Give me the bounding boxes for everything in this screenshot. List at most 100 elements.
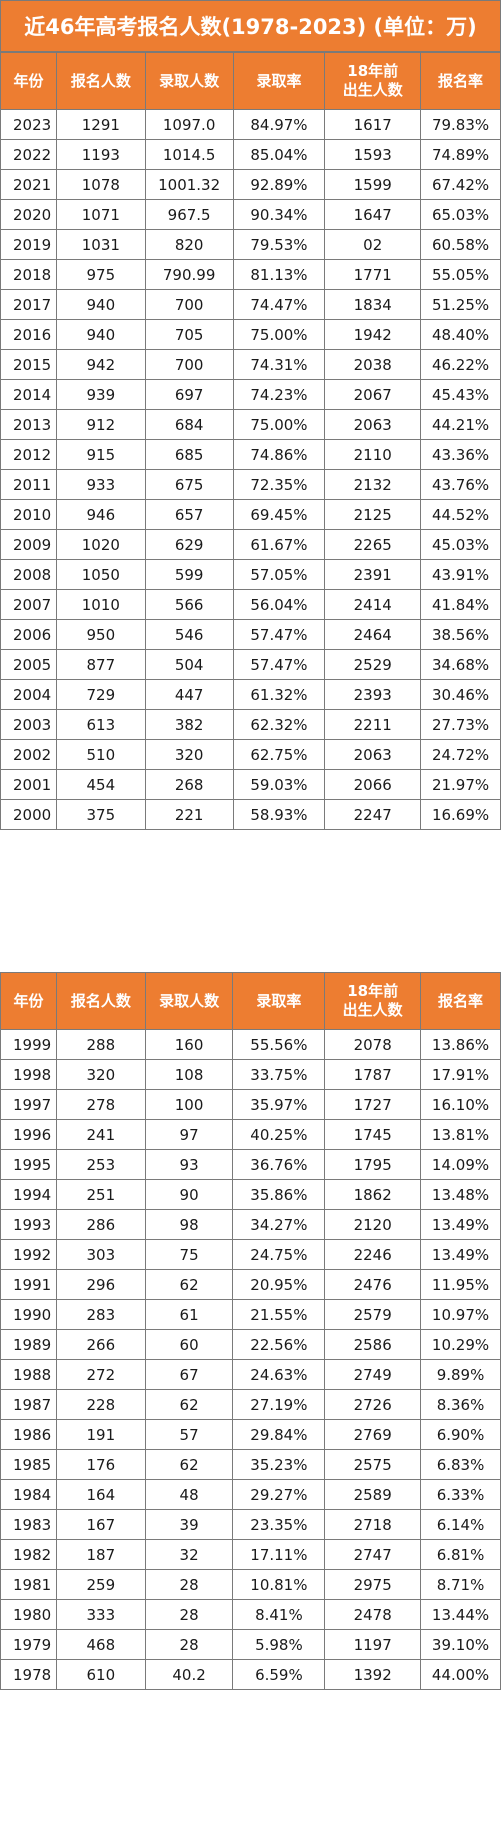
cell-births-18-years-prior: 2975: [324, 1569, 422, 1600]
cell-admission-rate: 74.31%: [232, 349, 326, 380]
cell-application-rate: 6.81%: [420, 1539, 501, 1570]
cell-births-18-years-prior: 2414: [324, 589, 422, 620]
table-row: 1991 296 62 20.95% 2476 11.95%: [0, 1269, 501, 1300]
table-row: 1985 176 62 35.23% 2575 6.83%: [0, 1449, 501, 1480]
header-row: 年份 报名人数 录取人数 录取率 18年前 出生人数 报名率: [0, 972, 501, 1030]
cell-applicants: 253: [55, 1149, 146, 1180]
table-row: 2019 1031 820 79.53% 02 60.58%: [0, 229, 501, 260]
cell-application-rate: 8.71%: [420, 1569, 501, 1600]
cell-applicants: 942: [55, 349, 146, 380]
header-application-rate: 报名率: [420, 52, 501, 110]
cell-admission-rate: 40.25%: [232, 1119, 326, 1150]
cell-births-18-years-prior: 1862: [324, 1179, 422, 1210]
cell-year: 1986: [0, 1419, 57, 1450]
cell-applicants: 915: [55, 439, 146, 470]
table-row: 2004 729 447 61.32% 2393 30.46%: [0, 679, 501, 710]
cell-admission-rate: 35.86%: [232, 1179, 326, 1210]
cell-applicants: 454: [55, 769, 146, 800]
cell-admission-rate: 74.47%: [232, 289, 326, 320]
cell-application-rate: 11.95%: [420, 1269, 501, 1300]
cell-year: 1990: [0, 1299, 57, 1330]
cell-application-rate: 51.25%: [420, 289, 501, 320]
cell-year: 1997: [0, 1089, 57, 1120]
cell-application-rate: 38.56%: [420, 619, 501, 650]
cell-application-rate: 46.22%: [420, 349, 501, 380]
cell-admitted: 221: [144, 799, 234, 830]
cell-application-rate: 30.46%: [420, 679, 501, 710]
cell-applicants: 613: [55, 709, 146, 740]
cell-application-rate: 17.91%: [420, 1059, 501, 1090]
cell-applicants: 939: [55, 379, 146, 410]
cell-year: 2015: [0, 349, 57, 380]
table-row: 1993 286 98 34.27% 2120 13.49%: [0, 1209, 501, 1240]
table-row: 2023 1291 1097.0 84.97% 1617 79.83%: [0, 109, 501, 140]
cell-applicants: 1071: [55, 199, 146, 230]
cell-admission-rate: 59.03%: [232, 769, 326, 800]
cell-applicants: 320: [55, 1059, 146, 1090]
header-admitted: 录取人数: [144, 52, 234, 110]
cell-admission-rate: 29.84%: [232, 1419, 326, 1450]
cell-admission-rate: 85.04%: [232, 139, 326, 170]
cell-application-rate: 43.91%: [420, 559, 501, 590]
cell-births-18-years-prior: 2769: [324, 1419, 422, 1450]
cell-year: 1979: [0, 1629, 57, 1660]
table-row: 2009 1020 629 61.67% 2265 45.03%: [0, 529, 501, 560]
cell-births-18-years-prior: 2464: [324, 619, 422, 650]
cell-admitted: 40.2: [144, 1659, 234, 1690]
table-row: 2017 940 700 74.47% 1834 51.25%: [0, 289, 501, 320]
cell-year: 2020: [0, 199, 57, 230]
table-row: 2016 940 705 75.00% 1942 48.40%: [0, 319, 501, 350]
cell-application-rate: 10.29%: [420, 1329, 501, 1360]
cell-applicants: 251: [55, 1179, 146, 1210]
cell-admitted: 57: [144, 1419, 234, 1450]
cell-applicants: 510: [55, 739, 146, 770]
cell-admitted: 684: [144, 409, 234, 440]
cell-admitted: 685: [144, 439, 234, 470]
cell-admitted: 62: [144, 1449, 234, 1480]
cell-admission-rate: 62.32%: [232, 709, 326, 740]
header-births-18-years-prior: 18年前 出生人数: [324, 52, 422, 110]
cell-applicants: 228: [55, 1389, 146, 1420]
cell-admitted: 62: [144, 1269, 234, 1300]
cell-application-rate: 43.36%: [420, 439, 501, 470]
cell-admitted: 790.99: [144, 259, 234, 290]
cell-year: 2000: [0, 799, 57, 830]
cell-births-18-years-prior: 2586: [324, 1329, 422, 1360]
cell-births-18-years-prior: 2211: [324, 709, 422, 740]
cell-births-18-years-prior: 2066: [324, 769, 422, 800]
cell-applicants: 296: [55, 1269, 146, 1300]
cell-admission-rate: 57.47%: [232, 649, 326, 680]
cell-year: 2004: [0, 679, 57, 710]
cell-applicants: 950: [55, 619, 146, 650]
cell-application-rate: 8.36%: [420, 1389, 501, 1420]
cell-applicants: 933: [55, 469, 146, 500]
cell-births-18-years-prior: 02: [324, 229, 422, 260]
cell-applicants: 940: [55, 319, 146, 350]
cell-admission-rate: 22.56%: [232, 1329, 326, 1360]
cell-year: 1996: [0, 1119, 57, 1150]
cell-admission-rate: 23.35%: [232, 1509, 326, 1540]
cell-application-rate: 60.58%: [420, 229, 501, 260]
cell-admission-rate: 69.45%: [232, 499, 326, 530]
cell-year: 1980: [0, 1599, 57, 1630]
cell-births-18-years-prior: 2529: [324, 649, 422, 680]
cell-births-18-years-prior: 2132: [324, 469, 422, 500]
table-row: 1982 187 32 17.11% 2747 6.81%: [0, 1539, 501, 1570]
cell-births-18-years-prior: 2063: [324, 409, 422, 440]
cell-admission-rate: 57.05%: [232, 559, 326, 590]
cell-admitted: 546: [144, 619, 234, 650]
cell-admission-rate: 24.75%: [232, 1239, 326, 1270]
header-births-line2: 出生人数: [342, 1001, 403, 1019]
cell-year: 1983: [0, 1509, 57, 1540]
cell-year: 2005: [0, 649, 57, 680]
cell-admission-rate: 81.13%: [232, 259, 326, 290]
header-admitted: 录取人数: [144, 972, 234, 1030]
cell-applicants: 272: [55, 1359, 146, 1390]
cell-admitted: 98: [144, 1209, 234, 1240]
cell-births-18-years-prior: 2749: [324, 1359, 422, 1390]
table-row: 2008 1050 599 57.05% 2391 43.91%: [0, 559, 501, 590]
cell-year: 1987: [0, 1389, 57, 1420]
cell-births-18-years-prior: 1727: [324, 1089, 422, 1120]
cell-admission-rate: 57.47%: [232, 619, 326, 650]
cell-application-rate: 79.83%: [420, 109, 501, 140]
